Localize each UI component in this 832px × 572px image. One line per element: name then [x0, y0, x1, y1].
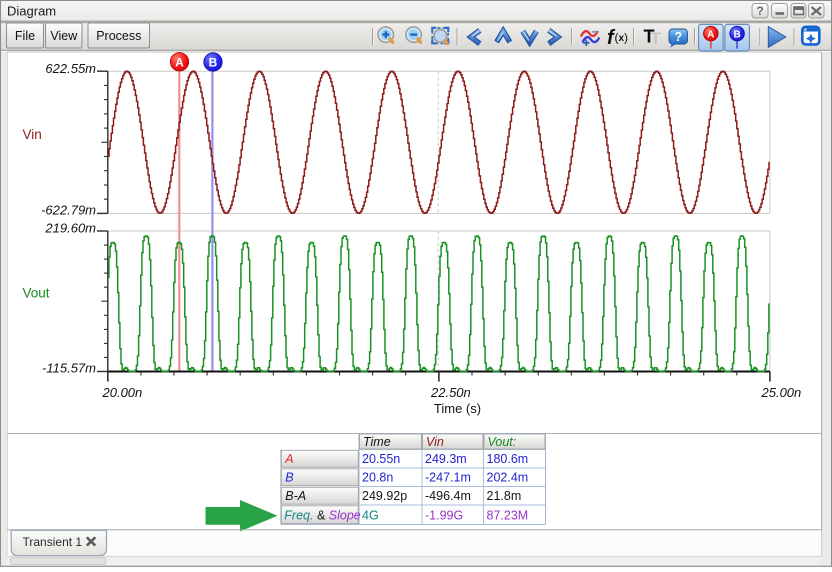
svg-text:File: File: [15, 29, 35, 43]
svg-text:?: ?: [756, 4, 763, 18]
svg-text:4G: 4G: [362, 509, 379, 523]
svg-text:22.50n: 22.50n: [430, 385, 471, 400]
svg-text:Vin: Vin: [426, 435, 444, 449]
svg-text:A: A: [707, 29, 714, 40]
svg-text:21.8m: 21.8m: [487, 489, 522, 503]
svg-text:B: B: [285, 471, 293, 485]
svg-text:202.4m: 202.4m: [487, 471, 529, 485]
svg-text:20.55n: 20.55n: [362, 452, 400, 466]
svg-text:622.55m: 622.55m: [45, 61, 96, 76]
svg-text:B: B: [209, 56, 218, 70]
svg-text:Vout: Vout: [23, 286, 50, 301]
svg-text:20.00n: 20.00n: [102, 385, 143, 400]
svg-text:-247.1m: -247.1m: [425, 471, 471, 485]
svg-text:219.60m: 219.60m: [44, 221, 96, 236]
svg-text:Process: Process: [96, 29, 141, 43]
svg-text:B: B: [733, 29, 740, 40]
svg-text:A: A: [175, 55, 184, 69]
svg-text:): ): [624, 31, 628, 45]
svg-text:Vin: Vin: [23, 127, 42, 142]
svg-text:Freq. & Slope: Freq. & Slope: [284, 509, 361, 523]
svg-text:20.8n: 20.8n: [362, 471, 393, 485]
svg-text:87.23M: 87.23M: [487, 509, 529, 523]
svg-text:Vout:: Vout:: [488, 435, 517, 449]
svg-text:Transient 1: Transient 1: [23, 535, 83, 549]
svg-text:Time (s): Time (s): [434, 401, 481, 416]
svg-text:f: f: [607, 27, 616, 49]
svg-text:249.3m: 249.3m: [425, 452, 467, 466]
svg-text:T: T: [651, 29, 662, 48]
svg-text:Diagram: Diagram: [7, 4, 56, 19]
svg-text:249.92p: 249.92p: [362, 489, 407, 503]
svg-text:-496.4m: -496.4m: [425, 489, 471, 503]
svg-text:A: A: [284, 452, 293, 466]
svg-text:25.00n: 25.00n: [761, 385, 802, 400]
svg-text:-1.99G: -1.99G: [425, 509, 463, 523]
svg-text:Time: Time: [363, 435, 391, 449]
svg-text:View: View: [50, 29, 78, 43]
svg-text:T: T: [644, 27, 655, 47]
svg-text:-115.57m: -115.57m: [42, 361, 96, 376]
svg-text:?: ?: [674, 30, 682, 44]
svg-text:(: (: [615, 31, 619, 45]
svg-text:180.6m: 180.6m: [487, 452, 529, 466]
svg-text:B-A: B-A: [285, 489, 306, 503]
svg-text:x: x: [619, 33, 625, 44]
svg-text:-622.79m: -622.79m: [41, 203, 96, 218]
